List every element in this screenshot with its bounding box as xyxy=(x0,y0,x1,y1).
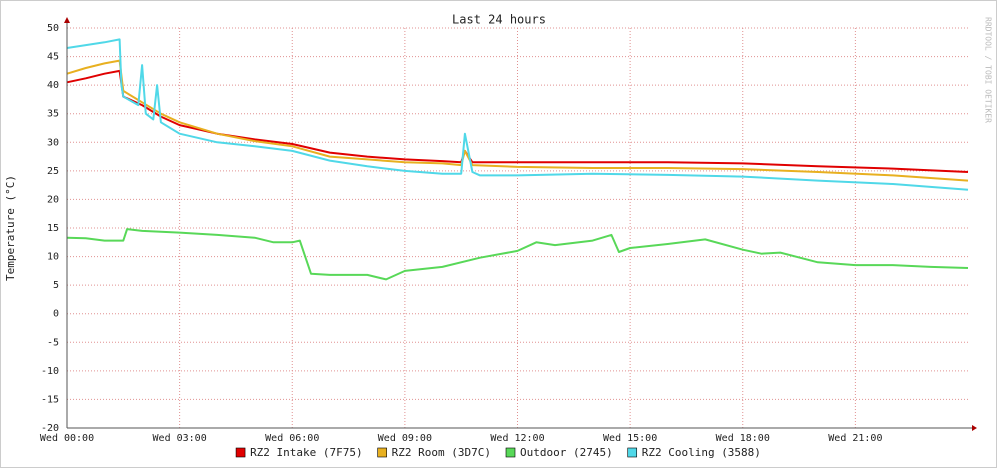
y-tick-label: -20 xyxy=(41,423,59,434)
legend-label: RZ2 Cooling (3588) xyxy=(642,446,761,459)
legend: RZ2 Intake (7F75) RZ2 Room (3D7C) Outdoor … xyxy=(235,446,761,459)
x-tick-label: Wed 12:00 xyxy=(490,433,544,444)
x-tick-label: Wed 09:00 xyxy=(378,433,432,444)
y-tick-label: 5 xyxy=(53,280,59,291)
y-tick-label: 0 xyxy=(53,309,59,320)
y-tick-label: -15 xyxy=(41,394,59,405)
x-tick-label: Wed 06:00 xyxy=(265,433,319,444)
y-tick-label: 25 xyxy=(47,166,59,177)
legend-label: RZ2 Room (3D7C) xyxy=(392,446,491,459)
y-tick-label: 30 xyxy=(47,137,59,148)
y-tick-label: 45 xyxy=(47,52,59,63)
y-axis-label: Temperature (°C) xyxy=(4,175,17,281)
legend-label: RZ2 Intake (7F75) xyxy=(250,446,363,459)
x-tick-label: Wed 15:00 xyxy=(603,433,657,444)
y-tick-label: 50 xyxy=(47,23,59,34)
x-tick-label: Wed 18:00 xyxy=(716,433,770,444)
watermark: RRDTOOL / TOBI OETIKER xyxy=(984,17,993,123)
y-arrow xyxy=(64,17,70,23)
legend-swatch xyxy=(505,447,516,458)
y-tick-label: 40 xyxy=(47,80,59,91)
chart-title: Last 24 hours xyxy=(452,13,546,27)
y-tick-label: 10 xyxy=(47,252,59,263)
y-tick-label: 15 xyxy=(47,223,59,234)
series-line xyxy=(66,228,969,281)
x-arrow xyxy=(972,425,977,431)
legend-swatch xyxy=(627,447,638,458)
series-line xyxy=(66,38,969,191)
legend-label: Outdoor (2745) xyxy=(520,446,613,459)
x-tick-label: Wed 00:00 xyxy=(40,433,94,444)
legend-swatch xyxy=(235,447,246,458)
x-tick-label: Wed 21:00 xyxy=(828,433,882,444)
y-tick-label: -10 xyxy=(41,366,59,377)
legend-swatch xyxy=(377,447,387,458)
y-tick-label: 20 xyxy=(47,194,59,205)
y-tick-label: -5 xyxy=(47,337,59,348)
lines xyxy=(66,38,969,281)
y-tick-label: 35 xyxy=(47,109,59,120)
x-tick-label: Wed 03:00 xyxy=(153,433,207,444)
